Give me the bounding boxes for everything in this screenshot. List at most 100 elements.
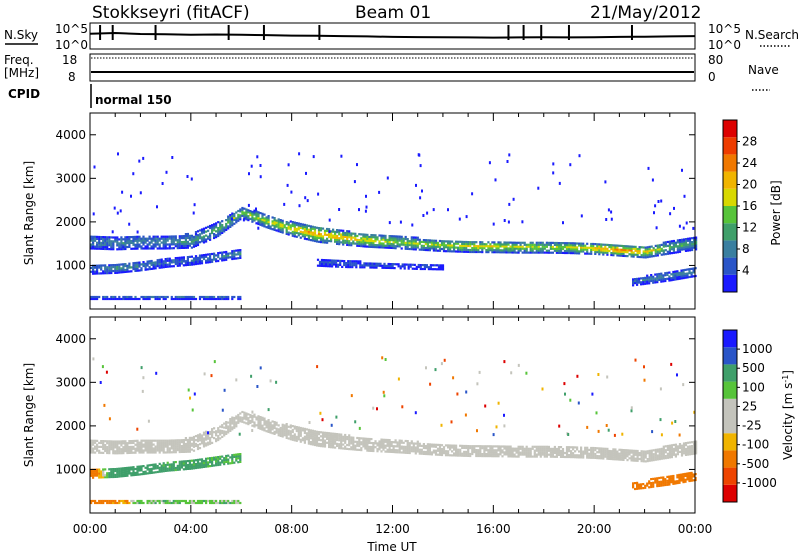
power-cell (497, 249, 500, 252)
power-cell (96, 272, 99, 275)
power-cell (673, 206, 675, 210)
power-cell (477, 250, 480, 254)
power-cell (146, 245, 149, 248)
velocity-cell (588, 452, 591, 455)
velocity-cell (608, 451, 611, 455)
velocity-cell (676, 480, 679, 483)
power-cell (682, 273, 685, 276)
power-cell (398, 239, 401, 242)
power-cell (156, 241, 159, 244)
power-cell (610, 246, 613, 249)
power-cell (447, 242, 450, 245)
velocity-cell (184, 468, 187, 471)
power-cell (158, 245, 161, 248)
power-cell (350, 236, 353, 239)
velocity-cell (128, 440, 131, 443)
power-cell (237, 213, 240, 216)
power-cell (108, 268, 111, 271)
velocity-cell (505, 451, 508, 454)
velocity-cell (380, 440, 383, 443)
velocity-cell (178, 445, 181, 448)
velocity-cell (426, 451, 429, 454)
power-cell (326, 233, 329, 236)
velocity-cell (507, 449, 510, 452)
velocity-cell (124, 450, 127, 453)
velocity-cell (608, 455, 611, 458)
velocity-cell (259, 416, 262, 419)
power-cell (92, 241, 95, 244)
velocity-cell (630, 457, 633, 460)
velocity-cell (473, 451, 476, 454)
velocity-cell (295, 426, 298, 429)
velocity-cell (658, 452, 661, 455)
power-cell (168, 237, 171, 240)
velocity-cell (640, 456, 643, 459)
power-cell (211, 258, 214, 261)
power-cell (126, 245, 129, 249)
power-cell (293, 225, 296, 228)
power-cell (128, 243, 131, 247)
velocity-cell (671, 421, 674, 425)
power-cell (122, 295, 125, 299)
power-cell (447, 208, 449, 212)
power-cell (174, 257, 177, 260)
velocity-cell (229, 501, 232, 505)
velocity-cell (684, 451, 688, 454)
power-cell (388, 235, 391, 238)
power-cell (273, 220, 276, 224)
power-cell (438, 249, 442, 252)
power-cell (634, 280, 637, 283)
power-cell (200, 228, 204, 231)
power-cell (503, 247, 506, 250)
power-cell (269, 225, 272, 228)
power-cell (371, 264, 374, 267)
power-cell (168, 243, 171, 246)
power-cell (632, 282, 635, 285)
velocity-cell (396, 443, 399, 446)
power-cell (158, 262, 161, 265)
velocity-cell (269, 379, 272, 383)
velocity-cell (315, 442, 319, 445)
velocity-cell (293, 437, 296, 440)
power-cell (227, 227, 230, 230)
power-cell (666, 271, 669, 274)
power-cell (388, 246, 391, 249)
velocity-cell (213, 499, 216, 503)
power-cell (658, 250, 661, 253)
velocity-cell (174, 499, 177, 503)
velocity-cell (126, 451, 129, 455)
power-cell (505, 245, 508, 248)
power-cell (465, 246, 468, 249)
velocity-cell (311, 437, 314, 440)
power-cell (338, 208, 341, 211)
velocity-cell (650, 457, 653, 460)
velocity-cell (118, 440, 121, 443)
velocity-cell (360, 447, 363, 450)
velocity-cell (207, 431, 209, 435)
velocity-cell (475, 445, 478, 448)
power-cell (368, 241, 371, 244)
velocity-cell (576, 374, 579, 378)
power-cell (295, 235, 298, 238)
nsearch-tick-top: 10^5 (708, 22, 741, 36)
power-cell (297, 234, 300, 237)
velocity-cell (656, 477, 659, 480)
power-cell (140, 295, 143, 299)
power-cell (329, 263, 332, 266)
power-cell (231, 222, 234, 225)
velocity-cell (323, 443, 327, 446)
power-cell (598, 247, 601, 250)
power-cell (666, 273, 669, 276)
velocity-cell (676, 373, 678, 377)
velocity-cell (588, 448, 591, 451)
velocity-cell (342, 437, 345, 440)
velocity-cell (229, 429, 232, 432)
power-cell (184, 246, 187, 249)
velocity-cell (551, 455, 554, 458)
power-cell (313, 226, 317, 229)
velocity-cell (596, 457, 599, 460)
velocity-cell (231, 418, 234, 421)
velocity-cell (660, 449, 663, 452)
velocity-cell (688, 445, 692, 448)
velocity-cell (597, 429, 600, 433)
